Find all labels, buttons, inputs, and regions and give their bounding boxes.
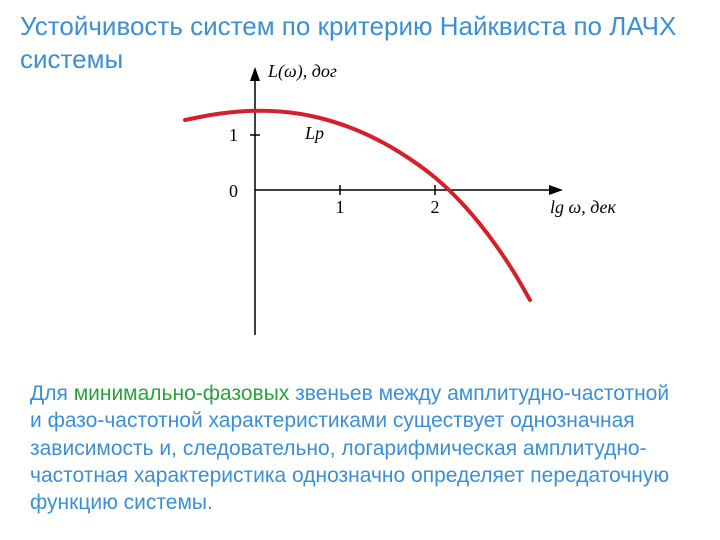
x-tick-1-label: 1 [336, 197, 345, 217]
explanatory-text: Для минимально-фазовых звеньев между амп… [30, 380, 680, 516]
y-axis-arrow [250, 67, 260, 81]
curve-label: Lр [304, 123, 324, 143]
body-highlight: минимально-фазовых [74, 382, 290, 405]
origin-label: 0 [229, 181, 238, 201]
body-prefix: Для [30, 382, 74, 405]
y-tick-1-label: 1 [229, 125, 238, 145]
x-axis-label: lg ω, дек [550, 197, 617, 217]
chart-svg: 1 0 1 2 L(ω), дог lg ω, дек Lр [150, 65, 590, 355]
bode-plot: 1 0 1 2 L(ω), дог lg ω, дек Lр [150, 65, 590, 355]
x-axis-arrow [549, 185, 563, 195]
x-tick-2-label: 2 [431, 197, 440, 217]
y-axis-label: L(ω), дог [267, 61, 337, 82]
